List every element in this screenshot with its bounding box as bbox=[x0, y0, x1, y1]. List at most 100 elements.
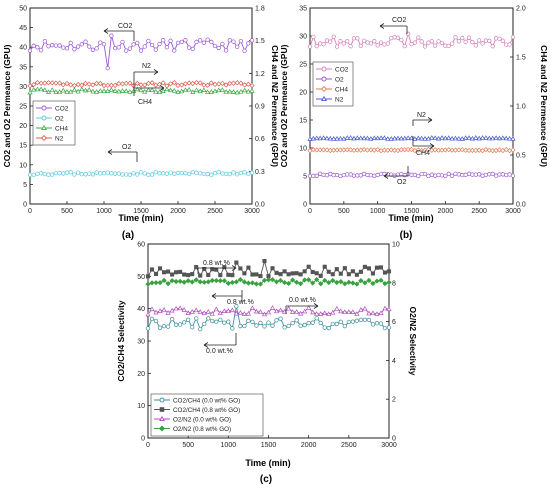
point-a-1-33 bbox=[149, 172, 155, 177]
annot-b-ch4: CH4 bbox=[416, 150, 430, 157]
point-b-3-15 bbox=[358, 135, 364, 141]
point-c-2-16 bbox=[209, 310, 215, 316]
point-c-3-4 bbox=[161, 277, 167, 283]
point-c-3-46 bbox=[330, 277, 336, 284]
point-c-3-0 bbox=[145, 281, 151, 287]
point-a-2-13 bbox=[75, 88, 81, 94]
point-b-0-47 bbox=[466, 35, 472, 40]
ytick-label-b-5: 25 bbox=[299, 62, 307, 69]
point-b-0-49 bbox=[473, 43, 478, 48]
point-c-3-18 bbox=[217, 278, 223, 284]
point-a-3-53 bbox=[223, 82, 229, 88]
xtick-label-b-3: 1500 bbox=[404, 208, 420, 215]
point-c-0-27 bbox=[254, 323, 259, 328]
ytick-label-a-0: 0 bbox=[23, 202, 27, 209]
point-a-1-41 bbox=[179, 171, 184, 176]
point-a-1-35 bbox=[157, 171, 162, 176]
legend-a-item-4: N2 bbox=[36, 134, 64, 143]
point-b-3-54 bbox=[490, 135, 496, 141]
point-a-2-49 bbox=[208, 89, 214, 94]
point-a-1-52 bbox=[220, 171, 225, 176]
point-c-0-10 bbox=[186, 317, 191, 322]
y2tick-label-b-0: 0.0 bbox=[516, 202, 526, 209]
point-c-3-40 bbox=[306, 277, 312, 283]
point-c-3-48 bbox=[338, 279, 344, 285]
point-a-3-16 bbox=[86, 81, 92, 87]
point-c-2-32 bbox=[273, 308, 280, 314]
point-b-0-53 bbox=[487, 38, 492, 44]
point-c-0-53 bbox=[358, 317, 364, 323]
point-c-0-36 bbox=[290, 320, 295, 326]
point-c-3-41 bbox=[310, 280, 316, 286]
point-c-3-39 bbox=[302, 277, 308, 283]
point-b-3-46 bbox=[463, 135, 469, 140]
point-c-2-50 bbox=[346, 309, 352, 314]
point-b-0-19 bbox=[372, 39, 377, 44]
point-c-0-33 bbox=[278, 316, 283, 321]
point-a-3-2 bbox=[34, 80, 40, 86]
point-a-0-58 bbox=[242, 48, 247, 53]
point-a-1-57 bbox=[238, 170, 244, 176]
point-c-2-39 bbox=[302, 308, 308, 314]
point-c-2-28 bbox=[257, 309, 264, 314]
point-c-2-1 bbox=[149, 306, 155, 312]
point-c-2-58 bbox=[378, 310, 384, 316]
point-c-3-7 bbox=[173, 278, 179, 285]
point-c-3-25 bbox=[245, 280, 252, 286]
panel-b-ylabel: CO2 and O2 Permeance (GPU) bbox=[279, 44, 289, 167]
point-a-2-36 bbox=[160, 88, 166, 94]
point-c-1-5 bbox=[166, 269, 171, 274]
point-c-0-39 bbox=[302, 322, 307, 328]
point-c-3-29 bbox=[261, 277, 268, 283]
point-a-0-55 bbox=[231, 39, 236, 44]
point-b-3-4 bbox=[320, 135, 327, 140]
xtick-label-c-1: 500 bbox=[182, 442, 194, 449]
point-b-3-60 bbox=[510, 135, 516, 141]
point-b-2-46 bbox=[463, 147, 469, 153]
point-c-3-24 bbox=[241, 279, 247, 285]
panel-a-xlabel: Time (min) bbox=[118, 213, 163, 223]
point-c-0-17 bbox=[214, 319, 219, 324]
point-a-2-44 bbox=[190, 89, 196, 94]
point-a-0-41 bbox=[179, 39, 184, 45]
point-a-0-33 bbox=[149, 42, 155, 48]
point-c-1-23 bbox=[238, 266, 243, 271]
point-a-3-3 bbox=[38, 80, 44, 86]
point-b-3-33 bbox=[419, 135, 425, 141]
point-a-1-6 bbox=[50, 172, 55, 177]
point-c-2-36 bbox=[290, 309, 296, 314]
point-a-0-4 bbox=[42, 39, 47, 44]
point-a-1-24 bbox=[116, 171, 121, 176]
point-b-3-19 bbox=[371, 135, 377, 141]
ytick-label-a-3: 15 bbox=[19, 143, 27, 150]
point-c-0-22 bbox=[234, 304, 239, 309]
point-a-1-53 bbox=[223, 171, 229, 177]
point-a-1-26 bbox=[124, 172, 129, 177]
point-b-0-44 bbox=[456, 39, 462, 44]
point-c-3-22 bbox=[233, 279, 239, 285]
annot-a-n2: N2 bbox=[142, 63, 151, 70]
point-a-2-31 bbox=[142, 89, 148, 94]
point-a-2-38 bbox=[168, 87, 174, 93]
point-a-0-38 bbox=[168, 38, 173, 43]
point-a-2-3 bbox=[38, 86, 44, 92]
annot-b-co2: CO2 bbox=[392, 17, 407, 24]
point-a-1-22 bbox=[109, 171, 114, 176]
point-b-0-25 bbox=[392, 35, 397, 40]
point-c-1-49 bbox=[342, 266, 347, 271]
point-a-2-8 bbox=[57, 89, 63, 94]
xtick-label-c-6: 3000 bbox=[381, 442, 397, 449]
point-c-3-14 bbox=[201, 279, 207, 285]
point-a-0-31 bbox=[142, 44, 147, 49]
point-c-0-59 bbox=[382, 325, 388, 331]
point-c-3-10 bbox=[185, 278, 191, 284]
point-c-0-60 bbox=[386, 325, 392, 330]
point-a-3-7 bbox=[53, 80, 59, 86]
point-b-3-45 bbox=[459, 136, 465, 141]
point-b-0-0 bbox=[307, 44, 313, 49]
point-b-2-14 bbox=[354, 147, 360, 153]
point-b-1-18 bbox=[368, 172, 374, 178]
point-a-0-5 bbox=[46, 44, 51, 49]
xtick-label-c-3: 1500 bbox=[261, 442, 277, 449]
y2tick-label-c-2: 4 bbox=[392, 358, 396, 365]
